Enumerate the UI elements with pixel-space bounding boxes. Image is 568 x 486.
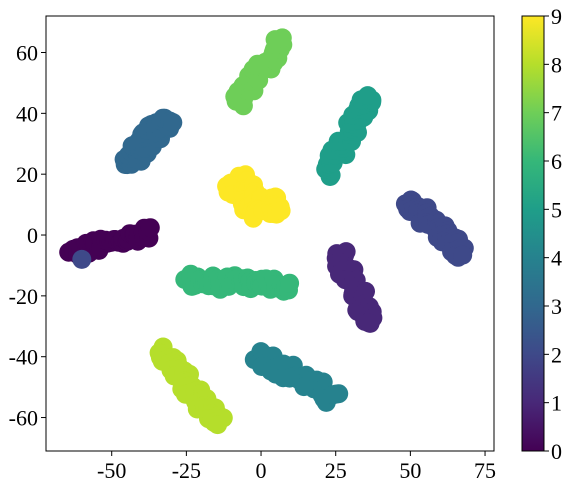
plot-frame bbox=[45, 15, 495, 452]
cluster-0-point bbox=[140, 218, 160, 238]
cluster-2-point bbox=[453, 245, 473, 265]
x-tick-label: -25 bbox=[172, 458, 201, 483]
x-tick-label: 50 bbox=[399, 458, 421, 483]
cluster-9-point bbox=[271, 201, 291, 221]
cluster-4-point bbox=[329, 384, 349, 404]
cluster-6-point bbox=[280, 273, 300, 293]
y-tick-label: -20 bbox=[9, 284, 38, 309]
cluster-8-point bbox=[208, 415, 228, 435]
colorbar-tick-label: 7 bbox=[551, 101, 562, 126]
cluster-1-point bbox=[360, 313, 380, 333]
colorbar-tick-label: 0 bbox=[551, 439, 562, 464]
colorbar-tick-label: 6 bbox=[551, 149, 562, 174]
x-tick-label: -50 bbox=[97, 458, 126, 483]
x-tick-label: 75 bbox=[474, 458, 496, 483]
colorbar-tick-label: 4 bbox=[551, 246, 562, 271]
y-tick-label: -60 bbox=[9, 406, 38, 431]
y-tick-label: -40 bbox=[9, 345, 38, 370]
colorbar-tick-label: 2 bbox=[551, 342, 562, 367]
colorbar-tick-label: 3 bbox=[551, 294, 562, 319]
colorbar-tick-label: 9 bbox=[551, 4, 562, 29]
cluster-2-point bbox=[72, 249, 92, 269]
scatter-marks bbox=[59, 28, 474, 435]
x-tick-label: 0 bbox=[256, 458, 267, 483]
y-tick-label: 20 bbox=[16, 162, 38, 187]
cluster-5-point bbox=[358, 86, 378, 106]
colorbar-tick-label: 8 bbox=[551, 52, 562, 77]
colorbar-tick-label: 5 bbox=[551, 197, 562, 222]
x-tick-label: 25 bbox=[325, 458, 347, 483]
cluster-7-point bbox=[272, 28, 292, 48]
colorbar-tick-label: 1 bbox=[551, 391, 562, 416]
y-tick-label: 0 bbox=[27, 223, 38, 248]
cluster-3-point bbox=[163, 113, 183, 132]
x-axis: -50 -25 0 25 50 75 bbox=[97, 451, 496, 483]
y-axis: -60 -40 -20 0 20 40 60 bbox=[9, 41, 46, 431]
y-tick-label: 40 bbox=[16, 101, 38, 126]
y-tick-label: 60 bbox=[16, 41, 38, 66]
colorbar-gradient bbox=[521, 15, 545, 452]
colorbar: 0 1 2 3 4 5 6 7 8 9 bbox=[521, 4, 562, 464]
